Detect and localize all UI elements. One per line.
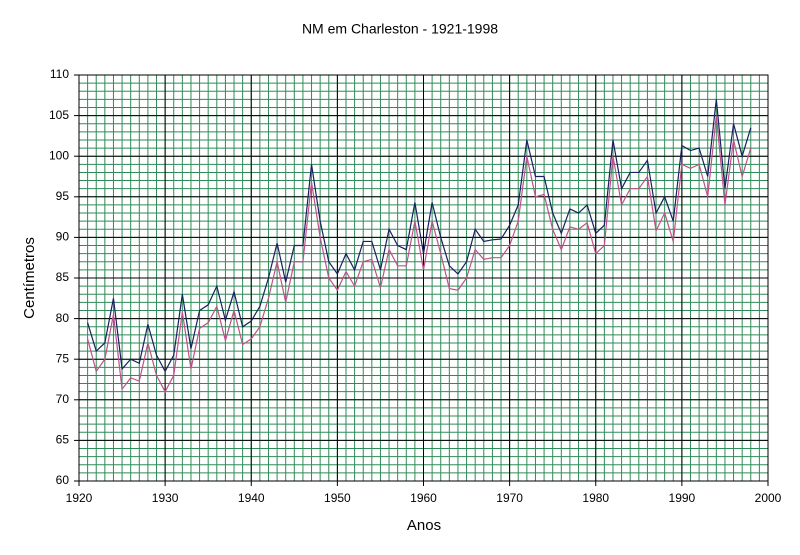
y-tick-label: 110 [50, 67, 69, 81]
y-tick-label: 85 [56, 270, 70, 284]
x-tick-label: 1950 [324, 491, 351, 505]
y-tick-label: 80 [56, 311, 70, 325]
x-tick-label: 1980 [582, 491, 609, 505]
x-tick-label: 1940 [238, 491, 265, 505]
chart-title: NM em Charleston - 1921-1998 [302, 21, 498, 37]
y-tick-label: 100 [49, 148, 69, 162]
y-tick-label: 60 [56, 473, 70, 487]
x-tick-label: 1960 [410, 491, 437, 505]
y-tick-label: 75 [56, 351, 70, 365]
y-tick-label: 65 [56, 433, 70, 447]
x-axis-title: Anos [407, 517, 441, 534]
x-tick-label: 1970 [496, 491, 523, 505]
y-tick-label: 95 [56, 189, 70, 203]
x-tick-label: 1930 [152, 491, 179, 505]
y-tick-label: 105 [49, 108, 69, 122]
plot-border [78, 74, 769, 482]
x-tick-label: 2000 [755, 491, 782, 505]
line-series [87, 99, 752, 373]
x-tick-label: 1920 [66, 491, 93, 505]
y-axis-title: Centímetros [21, 237, 38, 319]
x-tick-label: 1990 [669, 491, 696, 505]
y-tick-label: 90 [56, 230, 70, 244]
line-series [87, 115, 752, 393]
y-tick-label: 70 [56, 392, 70, 406]
